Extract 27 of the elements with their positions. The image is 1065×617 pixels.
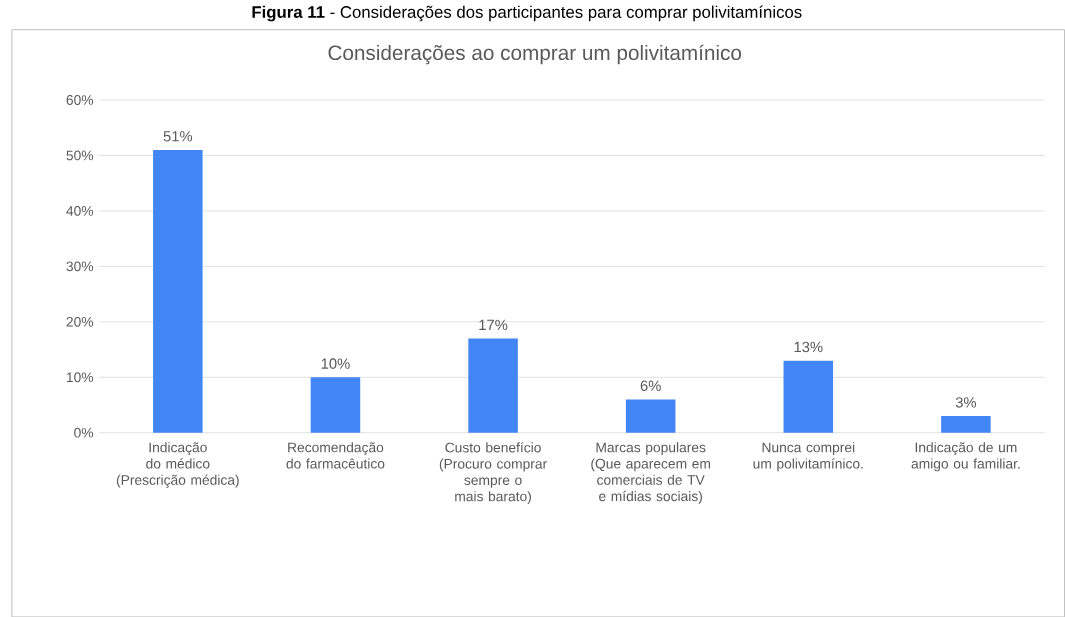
y-tick-label: 0%	[74, 427, 94, 438]
x-tick-label: Indicação de um amigo ou familiar.	[911, 441, 1020, 472]
x-tick-label: Custo benefício (Procuro comprar sempre o mais barato)	[439, 441, 547, 504]
text: Figura 11 - Considerações dos participantes para comprar polivitamínicos	[252, 5, 802, 22]
bar	[310, 377, 361, 433]
data-label: 6%	[640, 380, 661, 391]
y-tick-label: 40%	[66, 205, 94, 216]
data-label: 3%	[955, 396, 977, 408]
y-tick-label: 20%	[66, 316, 94, 327]
bar	[468, 338, 518, 433]
data-label: 10%	[321, 358, 350, 369]
chart-title: Considerações ao comprar um polivitamínico	[328, 44, 742, 65]
x-tick-label: Marcas populares (Que aparecem em comerciais de TV e mídias sociais)	[591, 441, 711, 504]
bar	[625, 399, 676, 433]
data-label: 13%	[794, 341, 823, 352]
y-tick-label: 50%	[66, 150, 94, 161]
x-tick-label: Recomendação do farmacêutico	[286, 441, 385, 469]
y-tick-label: 30%	[66, 261, 94, 272]
y-tick-label: 60%	[66, 94, 94, 105]
y-tick-label: 10%	[66, 372, 94, 382]
x-tick-label: Indicação do médico (Prescrição médica)	[116, 441, 239, 488]
bar	[941, 415, 991, 433]
data-label: 51%	[163, 130, 193, 142]
data-label: 17%	[479, 319, 508, 330]
bar	[783, 360, 834, 433]
bar	[153, 149, 203, 433]
x-tick-label: Nunca comprei um polivitamínico.	[753, 441, 863, 472]
